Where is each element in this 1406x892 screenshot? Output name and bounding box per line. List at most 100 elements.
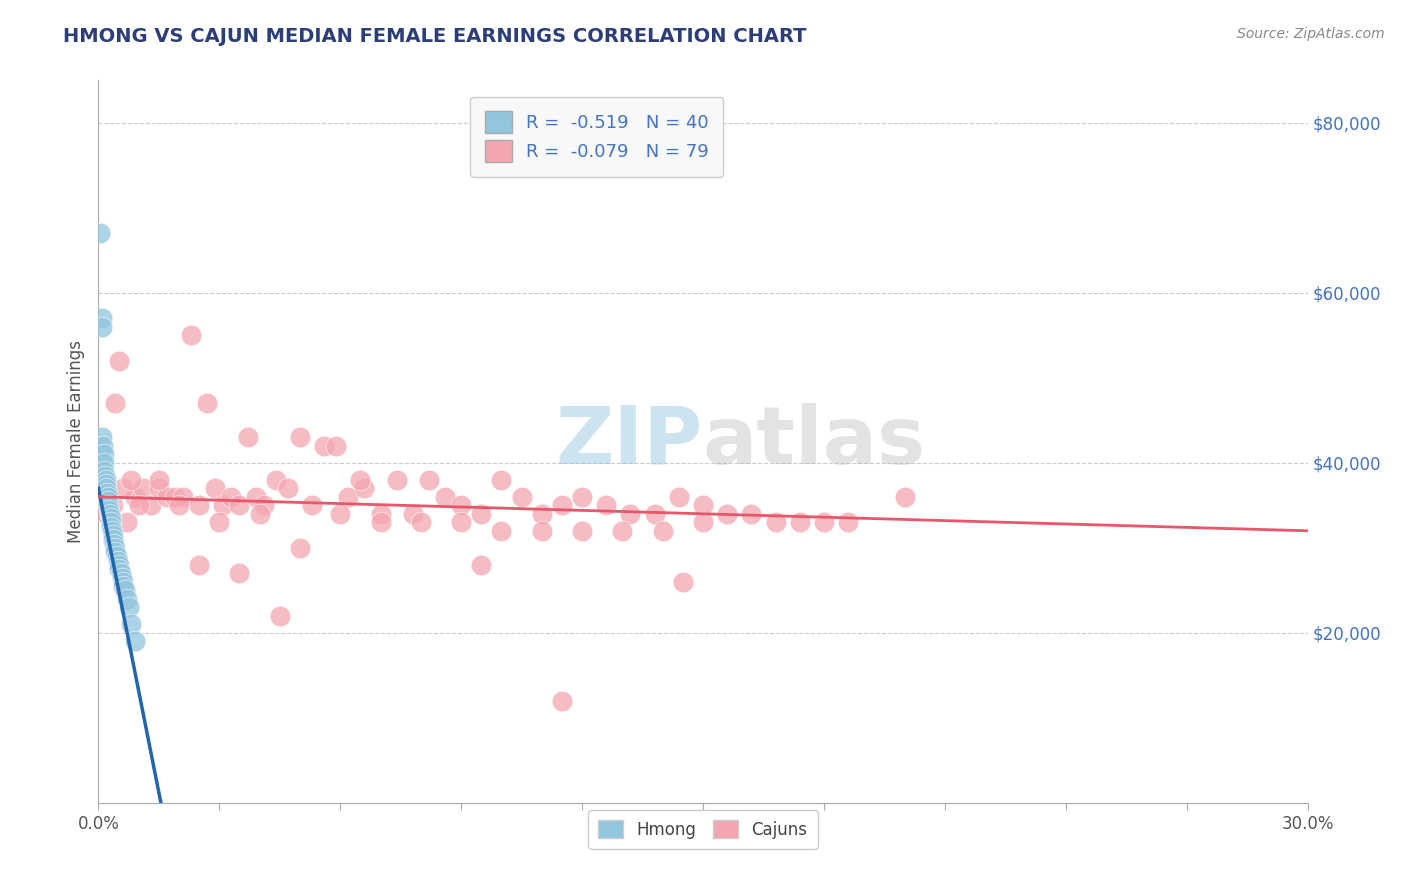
Point <box>470 558 492 572</box>
Point <box>91 319 114 334</box>
Point <box>124 490 146 504</box>
Point <box>813 516 835 530</box>
Point <box>188 498 211 512</box>
Point <box>208 516 231 530</box>
Point <box>277 481 299 495</box>
Point <box>100 511 122 525</box>
Point <box>97 490 120 504</box>
Point <box>91 439 114 453</box>
Point <box>644 507 666 521</box>
Point <box>264 473 287 487</box>
Point <box>148 481 170 495</box>
Point <box>551 498 574 512</box>
Point <box>301 498 323 512</box>
Point <box>100 516 122 530</box>
Point <box>204 481 226 495</box>
Point <box>100 519 122 533</box>
Point <box>269 608 291 623</box>
Point <box>148 473 170 487</box>
Point <box>114 583 136 598</box>
Legend: Hmong, Cajuns: Hmong, Cajuns <box>588 811 818 848</box>
Point <box>103 533 125 547</box>
Point <box>139 498 162 512</box>
Point <box>612 524 634 538</box>
Point <box>172 490 194 504</box>
Point <box>253 498 276 512</box>
Point <box>104 545 127 559</box>
Point <box>212 498 235 512</box>
Point <box>167 498 190 512</box>
Point <box>314 439 336 453</box>
Point <box>530 524 553 538</box>
Point <box>288 430 311 444</box>
Point <box>163 490 186 504</box>
Point <box>96 477 118 491</box>
Point <box>107 353 129 368</box>
Point <box>93 447 115 461</box>
Point <box>668 490 690 504</box>
Point <box>325 439 347 453</box>
Point <box>893 490 915 504</box>
Point <box>115 516 138 530</box>
Point <box>107 553 129 567</box>
Point <box>93 464 115 478</box>
Point <box>96 485 118 500</box>
Point <box>98 507 121 521</box>
Point <box>228 498 250 512</box>
Point <box>530 507 553 521</box>
Point <box>418 473 440 487</box>
Point <box>128 498 150 512</box>
Point <box>385 473 408 487</box>
Point <box>112 579 135 593</box>
Y-axis label: Median Female Earnings: Median Female Earnings <box>66 340 84 543</box>
Point <box>103 541 125 555</box>
Point <box>551 694 574 708</box>
Point <box>337 490 360 504</box>
Point <box>97 498 120 512</box>
Point <box>651 524 673 538</box>
Point <box>349 473 371 487</box>
Point <box>98 502 121 516</box>
Point <box>571 490 593 504</box>
Point <box>450 498 472 512</box>
Text: Source: ZipAtlas.com: Source: ZipAtlas.com <box>1237 27 1385 41</box>
Point <box>228 566 250 581</box>
Point <box>124 634 146 648</box>
Point <box>103 536 125 550</box>
Point <box>353 481 375 495</box>
Point <box>101 498 124 512</box>
Point <box>491 524 513 538</box>
Point <box>789 516 811 530</box>
Point <box>245 490 267 504</box>
Point <box>93 456 115 470</box>
Text: HMONG VS CAJUN MEDIAN FEMALE EARNINGS CORRELATION CHART: HMONG VS CAJUN MEDIAN FEMALE EARNINGS CO… <box>63 27 807 45</box>
Point <box>118 600 141 615</box>
Point <box>619 507 641 521</box>
Point <box>434 490 457 504</box>
Point <box>180 328 202 343</box>
Point <box>110 566 132 581</box>
Point <box>103 396 125 410</box>
Point <box>90 311 112 326</box>
Point <box>692 516 714 530</box>
Point <box>470 507 492 521</box>
Point <box>120 617 142 632</box>
Point <box>105 549 128 564</box>
Text: ZIP: ZIP <box>555 402 703 481</box>
Point <box>288 541 311 555</box>
Point <box>221 490 243 504</box>
Point <box>329 507 352 521</box>
Point <box>100 524 122 538</box>
Point <box>132 481 155 495</box>
Point <box>740 507 762 521</box>
Point <box>94 468 117 483</box>
Point <box>370 516 392 530</box>
Point <box>236 430 259 444</box>
Point <box>107 558 129 572</box>
Point <box>111 574 134 589</box>
Point <box>409 516 432 530</box>
Point <box>837 516 859 530</box>
Point <box>249 507 271 521</box>
Point <box>156 490 179 504</box>
Point <box>94 473 117 487</box>
